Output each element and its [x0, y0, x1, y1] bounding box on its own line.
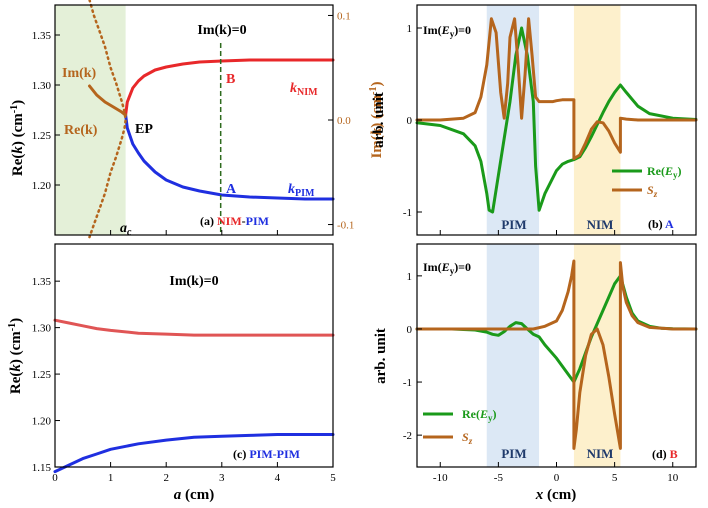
panel-c: 1.151.201.251.301.350 1 2 3 4 5 Re(k) (cm-1) … — [7, 243, 337, 503]
panel-d: -2-101-10 -5 0 5 10 arb. unit x (cm) Im(Ey)=… — [373, 243, 698, 503]
panel-d-legend-sz: Sz — [462, 430, 473, 446]
panel-a-ep-label: EP — [135, 122, 153, 137]
panel-c-xtick-label: 0 — [52, 472, 58, 484]
panel-a-knim-label: kNIM — [290, 81, 318, 98]
panel-a-B-label: B — [226, 72, 235, 87]
panel-d-header: Im(Ey)=0 — [423, 260, 471, 276]
panel-d-nim-region — [573, 244, 621, 467]
panel-a-ytick-label: 1.35 — [32, 30, 52, 42]
panel-c-ylabel: Re(k) (cm-1) — [7, 318, 25, 394]
panel-b-ticks: -1 0 1 — [403, 23, 674, 235]
panel-d-ytick-label: -2 — [403, 430, 412, 442]
panel-d-ytick-label: 1 — [407, 271, 413, 283]
panel-d-series — [415, 259, 698, 450]
panel-a-ytick-right-label: 0.1 — [337, 10, 351, 22]
panel-b-ytick-label: 0 — [407, 115, 413, 127]
panel-a-series-im-k- — [88, 0, 127, 239]
panel-b-ytick-label: 1 — [407, 23, 413, 35]
panel-d-ytick-label: 0 — [407, 324, 413, 336]
panel-b: -1 0 1 arb. unit Im(Ey)=0 PIM NIM (b) A Re… — [371, 4, 698, 236]
panel-d-xtick-label: -10 — [433, 472, 448, 484]
panel-a-ytick-label: 1.25 — [32, 130, 52, 142]
panel-d-nim-label: NIM — [587, 446, 614, 461]
panel-d-ylabel: arb. unit — [373, 328, 389, 384]
panel-a-ac-label: ac — [120, 221, 132, 238]
panel-a-A-label: A — [226, 182, 237, 197]
panel-b-legend-sz: Sz — [647, 183, 658, 199]
panel-b-header: Im(Ey)=0 — [423, 23, 471, 39]
panel-a-series — [88, 0, 335, 239]
panel-a-title: (a) NIM-PIM — [200, 214, 269, 228]
panel-b-legend-reey: Re(Ey) — [647, 164, 682, 180]
panel-a-imk-label: Im(k) — [62, 66, 97, 81]
panel-b-ylabel: arb. unit — [371, 92, 387, 148]
panel-a-series-k-pim — [124, 113, 335, 201]
panel-b-pim-label: PIM — [501, 217, 526, 232]
panel-b-nim-region — [573, 5, 621, 235]
panel-c-xtick-label: 2 — [163, 472, 169, 484]
panel-b-series-sz — [415, 17, 698, 161]
panel-a-series-re-k- — [88, 84, 128, 117]
panel-c-xlabel: a (cm) — [174, 487, 214, 503]
panel-d-series-sz — [415, 259, 698, 450]
panel-c-series — [53, 318, 335, 474]
panel-c-series-lower — [53, 433, 335, 474]
panel-c-xtick-label: 1 — [108, 472, 114, 484]
panel-a-kpim-label: kPIM — [288, 182, 315, 199]
panel-c-frame — [54, 243, 334, 468]
panel-a-series-k-nim — [124, 58, 335, 117]
panel-c-xtick-label: 4 — [275, 472, 281, 484]
panel-d-xtick-label: -5 — [494, 472, 504, 484]
panel-a-ylabel-right: Im(k) (cm-1) — [368, 81, 386, 158]
panel-a-ytick-label: 1.20 — [32, 180, 52, 192]
panel-d-frame — [416, 243, 697, 468]
panel-a-ticks: 1.20 1.25 1.30 1.35 -0.1 0.0 0.1 — [32, 10, 354, 235]
panel-b-nim-label: NIM — [587, 217, 614, 232]
panel-d-pim-label: PIM — [501, 446, 526, 461]
panel-d-title: (d) B — [652, 447, 678, 461]
panel-a-ytick-label: 1.30 — [32, 80, 52, 92]
panel-b-legend: Re(Ey) Sz — [612, 164, 682, 199]
panel-c-ytick-label: 1.35 — [32, 276, 52, 288]
panel-b-series — [415, 17, 698, 214]
panel-d-pim-region — [486, 244, 540, 467]
panel-a: 1.201.251.301.35-0.10.00.1 Re(k) (cm-1) … — [9, 0, 386, 239]
panel-a-ytick-right-label: -0.1 — [337, 220, 354, 232]
panel-c-ticks: 1.15 1.20 1.25 1.30 1.35 0 1 2 3 4 5 — [32, 276, 337, 484]
panel-c-ytick-label: 1.30 — [32, 323, 52, 335]
panel-c-ytick-label: 1.15 — [32, 462, 52, 474]
panel-d-xtick-label: 0 — [554, 472, 560, 484]
panel-c-xtick-label: 5 — [330, 472, 336, 484]
panel-a-rek-label: Re(k) — [64, 123, 98, 138]
panel-a-ytick-right-label: 0.0 — [337, 115, 351, 127]
panel-a-ylabel: Re(k) (cm-1) — [9, 100, 27, 176]
panel-a-vline-label: Im(k)=0 — [197, 23, 246, 38]
panel-d-legend-reey: Re(Ey) — [462, 407, 497, 423]
panel-b-ytick-label: -1 — [403, 207, 412, 219]
panel-a-shaded-region — [55, 5, 126, 235]
panel-c-xtick-label: 3 — [219, 472, 225, 484]
panel-d-ticks: -2-101-10 -5 0 5 10 — [403, 271, 679, 484]
panel-d-legend: Re(Ey) Sz — [423, 407, 497, 446]
panel-d-xlabel: x (cm) — [535, 487, 576, 503]
panel-d-xtick-label: 5 — [612, 472, 618, 484]
panel-b-title: (b) A — [648, 217, 674, 231]
panel-c-ytick-label: 1.20 — [32, 416, 52, 428]
panel-c-title: (c) PIM-PIM — [233, 447, 300, 461]
panel-b-series-re-ey- — [415, 26, 698, 214]
panel-d-ytick-label: -1 — [403, 377, 412, 389]
panel-c-ytick-label: 1.25 — [32, 369, 52, 381]
panel-c-series-upper — [53, 318, 335, 337]
panel-d-xtick-label: 10 — [667, 472, 679, 484]
panel-c-header: Im(k)=0 — [169, 274, 218, 289]
